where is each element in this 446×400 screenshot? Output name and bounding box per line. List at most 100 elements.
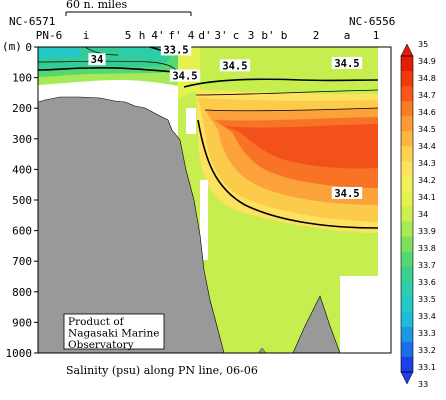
credit-line-2: Observatory	[68, 339, 134, 351]
colorbar-swatch-14	[401, 266, 413, 283]
station-label-11: b'	[261, 29, 274, 42]
contour-label-bg-2	[219, 59, 251, 72]
contour-label-bg-1	[88, 53, 106, 66]
y-tick-label-4: 400	[12, 163, 32, 176]
colorbar-swatch-12	[401, 236, 413, 253]
y-axis: 0 100 200 300 400 500 600 700 800 900 1000	[6, 41, 38, 360]
y-tick-label-10: 1000	[6, 347, 33, 360]
colorbar-tick-label-6: 34.4	[418, 142, 436, 151]
colorbar-tick-label-12: 33.8	[418, 244, 436, 253]
colorbar-tick-label-20: 33	[418, 380, 428, 389]
contour-lines	[38, 47, 379, 229]
station-label-1: i	[83, 29, 90, 42]
y-tick-label-6: 600	[12, 225, 32, 238]
station-label-2: 5	[125, 29, 132, 42]
colorbar-tick-label-4: 34.6	[418, 108, 436, 117]
scale-bar-label: 60 n. miles	[66, 0, 128, 11]
colorbar-tick-label-0: 35	[418, 40, 428, 49]
colorbar-swatch-9	[401, 191, 413, 207]
colorbar-tick-label-17: 33.3	[418, 329, 436, 338]
observatory-credit: Product of Nagasaki Marine Observatory	[68, 316, 160, 351]
colorbar-tick-label-10: 34	[418, 210, 428, 219]
contour-34-5-upper	[183, 78, 379, 88]
y-tick-label-1: 100	[12, 72, 32, 85]
station-label-5: f'	[168, 29, 181, 42]
y-axis-unit: (m)	[2, 40, 22, 53]
contour-surface-2	[38, 60, 177, 71]
colorbar-swatch-13	[401, 251, 413, 268]
station-label-9: c	[233, 29, 240, 42]
contour-label-1: 34	[91, 54, 104, 66]
contour-34-4	[195, 89, 379, 96]
colorbar-swatch-4	[401, 116, 413, 132]
station-label-8: 3'	[214, 29, 227, 42]
no-data-strip-1	[186, 108, 196, 134]
colorbar-bottom-arrow	[400, 371, 414, 385]
observatory-credit-box: Product of Nagasaki Marine Observatory	[63, 313, 165, 351]
colorbar-swatch-3	[401, 101, 413, 117]
colorbar-tick-label-2: 34.8	[418, 74, 436, 83]
station-label-12: b	[281, 29, 288, 42]
contour-label-5: 34.5	[334, 188, 359, 200]
chart-title: Salinity (psu) along PN line, 06-06	[66, 364, 258, 377]
credit-line-0: Product of	[68, 316, 125, 328]
station-label-15: 1	[373, 29, 380, 42]
colorbar-tick-label-11: 33.9	[418, 227, 436, 236]
colorbar-swatch-19	[401, 341, 413, 358]
y-tick-label-7: 700	[12, 255, 32, 268]
seafloor-shelf	[38, 96, 225, 353]
station-label-13: 2	[313, 29, 320, 42]
colorbar-tick-label-19: 33.1	[418, 363, 436, 372]
colorbar-swatch-16	[401, 296, 413, 313]
station-label-3: h	[139, 29, 146, 42]
y-tick-label-2: 200	[12, 102, 32, 115]
colorbar-swatch-17	[401, 311, 413, 328]
colorbar-tick-label-9: 34.1	[418, 193, 436, 202]
colorbar-tick-label-1: 34.9	[418, 57, 436, 66]
colorbar-swatch-18	[401, 326, 413, 343]
colorbar-swatch-8	[401, 176, 413, 192]
y-tick-label-9: 900	[12, 316, 32, 329]
y-tick-label-8: 800	[12, 286, 32, 299]
contour-label-bg-3	[331, 56, 363, 69]
colorbar-tick-label-13: 33.7	[418, 261, 436, 270]
colorbar-swatch-2	[401, 86, 413, 102]
seafloor-bump	[257, 347, 267, 353]
colorbar-tick-label-8: 34.2	[418, 176, 436, 185]
contour-label-3: 34.5	[334, 58, 359, 70]
salinity-fill-surface-33-4	[38, 47, 80, 58]
contour-label-bg-4	[169, 69, 201, 82]
station-label-0: PN-6	[36, 29, 63, 42]
contour-surface-3	[84, 47, 119, 56]
credit-line-1: Nagasaki Marine	[68, 328, 160, 340]
colorbar-frame	[400, 55, 414, 373]
colorbar-tick-label-18: 33.2	[418, 346, 436, 355]
section-plot	[38, 47, 391, 353]
colorbar-tick-label-14: 33.6	[418, 278, 436, 287]
salinity-fill-34-8	[224, 124, 378, 169]
end-station-label: NC-6556	[349, 15, 395, 28]
colorbar-swatch-7	[401, 161, 413, 177]
y-tick-label-0: 0	[25, 41, 32, 54]
colorbar-tick-label-15: 33.5	[418, 295, 436, 304]
colorbar-tick-label-16: 33.4	[418, 312, 436, 321]
station-label-7: d'	[198, 29, 211, 42]
no-data-strip-3	[340, 276, 378, 353]
colorbar-tick-label-7: 34.3	[418, 159, 436, 168]
contour-label-bg-0	[160, 43, 192, 56]
y-tick-label-3: 300	[12, 133, 32, 146]
colorbar-top-arrow	[400, 43, 414, 57]
contour-label-bg-5	[331, 186, 363, 199]
colorbar-swatch-6	[401, 146, 413, 162]
station-label-10: 3	[248, 29, 255, 42]
seafloor-ridge	[292, 295, 341, 353]
colorbar-tick-label-3: 34.7	[418, 91, 436, 100]
colorbar-swatch-5	[401, 131, 413, 147]
contour-34-5-lower	[197, 119, 379, 229]
colorbar-swatch-11	[401, 221, 413, 237]
station-label-6: 4	[188, 29, 195, 42]
contour-34	[38, 67, 176, 73]
start-station-label: NC-6571	[9, 15, 55, 28]
station-label-14: a	[344, 29, 351, 42]
